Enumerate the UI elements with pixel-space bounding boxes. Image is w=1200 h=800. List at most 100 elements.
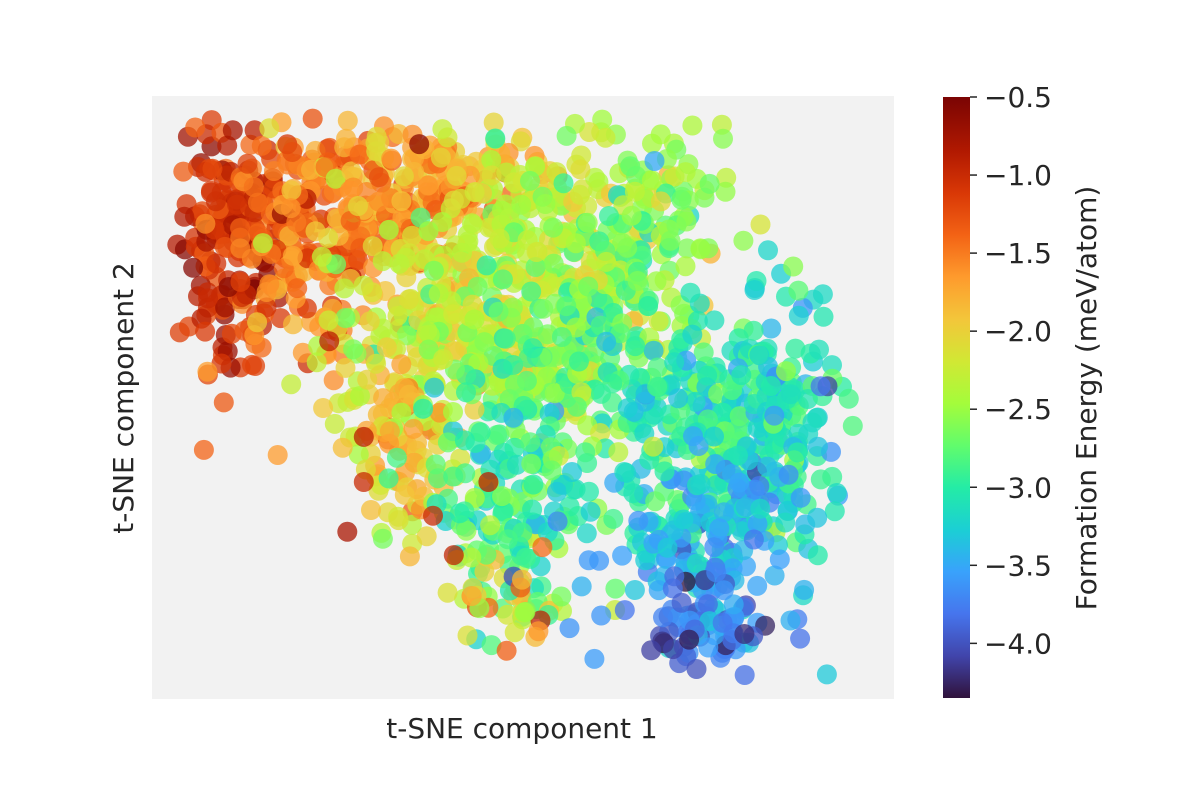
data-point: [267, 445, 288, 465]
data-point: [476, 255, 497, 276]
data-point: [627, 271, 648, 291]
data-point: [628, 510, 649, 531]
data-point: [690, 474, 711, 494]
data-point: [690, 239, 711, 260]
data-point: [654, 461, 675, 482]
data-point: [461, 547, 482, 568]
data-point: [663, 639, 683, 660]
data-point: [706, 475, 727, 495]
data-point: [590, 315, 611, 336]
data-point: [280, 198, 301, 219]
data-point: [671, 592, 692, 613]
data-point: [446, 165, 467, 186]
data-point: [341, 161, 362, 182]
data-point: [810, 376, 831, 397]
data-points: [167, 108, 863, 685]
data-point: [747, 514, 768, 535]
data-point: [256, 297, 277, 318]
data-point: [391, 402, 412, 423]
data-point: [712, 402, 733, 423]
data-point: [556, 296, 577, 317]
data-point: [423, 260, 444, 281]
data-point: [727, 419, 748, 440]
data-point: [842, 415, 863, 436]
data-point: [729, 472, 750, 493]
data-point: [653, 607, 673, 628]
data-point: [816, 664, 837, 685]
data-point: [668, 388, 689, 409]
data-point: [614, 462, 635, 482]
data-point: [625, 336, 646, 357]
data-point: [641, 640, 662, 661]
data-point: [464, 487, 485, 508]
data-point: [676, 211, 697, 232]
data-point: [359, 311, 380, 332]
data-point: [528, 621, 549, 642]
data-point: [757, 456, 778, 477]
data-point: [596, 331, 617, 352]
data-point: [495, 328, 516, 349]
data-point: [388, 510, 409, 531]
data-point: [734, 665, 755, 685]
data-point: [424, 377, 445, 398]
data-point: [570, 159, 591, 180]
data-point: [230, 238, 251, 259]
data-point: [292, 342, 313, 363]
data-point: [686, 659, 707, 679]
data-point: [596, 251, 617, 272]
data-point: [576, 523, 597, 544]
data-point: [481, 165, 502, 186]
data-point: [474, 561, 495, 582]
data-point: [614, 600, 635, 621]
data-point: [306, 352, 327, 373]
data-point: [305, 221, 326, 242]
data-point: [361, 500, 381, 520]
data-point: [608, 442, 629, 463]
data-point: [325, 168, 346, 189]
data-point: [778, 464, 799, 485]
data-point: [715, 181, 736, 202]
data-point: [790, 487, 811, 508]
data-point: [599, 206, 619, 226]
data-point: [425, 454, 446, 475]
data-point: [197, 361, 218, 382]
data-point: [780, 384, 801, 405]
data-point: [324, 413, 345, 434]
data-point: [464, 309, 485, 330]
data-point: [744, 479, 765, 500]
data-point: [764, 405, 785, 426]
data-point: [283, 314, 303, 335]
data-point: [449, 503, 470, 524]
data-point: [198, 288, 219, 309]
data-point: [386, 447, 407, 468]
data-point: [644, 151, 665, 171]
data-point: [591, 383, 611, 404]
data-point: [336, 128, 356, 149]
data-point: [584, 648, 605, 669]
data-point: [481, 635, 502, 656]
data-point: [376, 337, 397, 358]
data-point: [824, 501, 845, 522]
data-point: [337, 110, 358, 131]
data-point: [520, 170, 540, 191]
data-point: [443, 304, 464, 325]
data-point: [433, 349, 454, 369]
data-point: [485, 128, 506, 149]
colorbar-tick-label: −3.0: [984, 471, 1052, 504]
data-point: [503, 172, 524, 193]
data-point: [706, 562, 727, 583]
data-point: [520, 432, 541, 453]
data-point: [734, 624, 755, 644]
data-point: [543, 217, 564, 238]
data-point: [173, 161, 194, 182]
data-point: [612, 232, 633, 253]
data-point: [391, 354, 412, 375]
data-point: [340, 210, 361, 231]
colorbar-tick-label: −1.5: [984, 237, 1052, 270]
data-point: [428, 307, 449, 328]
data-point: [259, 118, 280, 139]
data-point: [775, 512, 796, 533]
data-point: [621, 205, 642, 226]
data-point: [634, 391, 655, 412]
